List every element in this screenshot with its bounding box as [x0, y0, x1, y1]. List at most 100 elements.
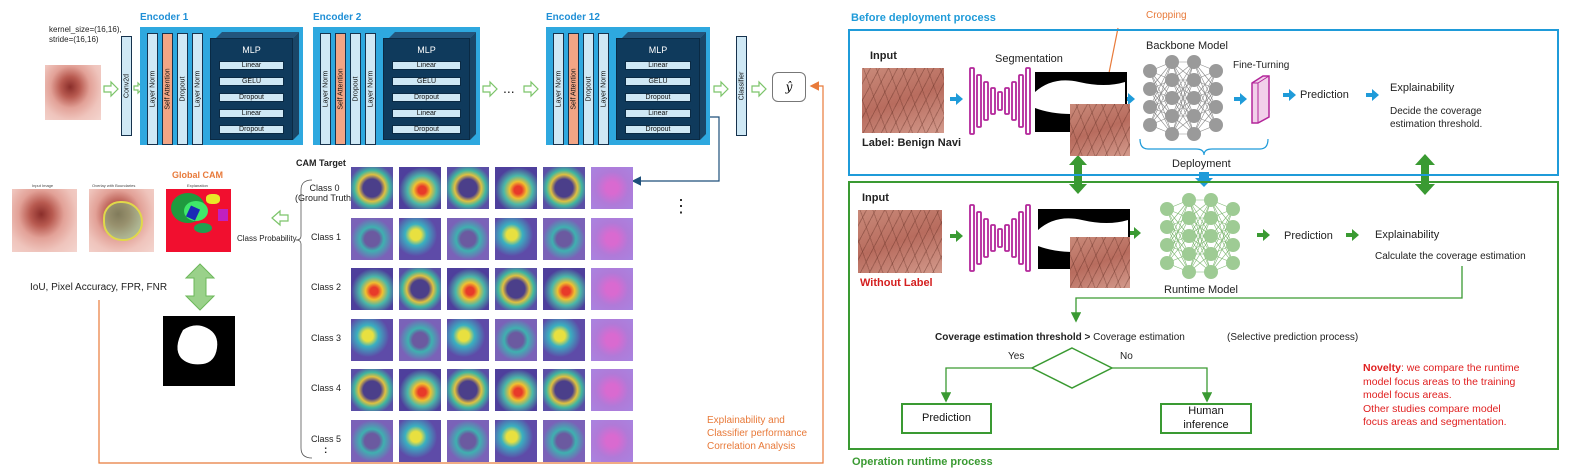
cam-heatmap-tile	[543, 420, 585, 462]
selective-label: (Selective prediction process)	[1227, 332, 1359, 343]
neuron-node	[1165, 109, 1179, 123]
cam-heatmap-tile	[495, 268, 537, 310]
cam-heatmap-tile	[591, 420, 633, 462]
panel-title-input: Input Image	[32, 183, 54, 188]
cam-heatmap-tile	[543, 369, 585, 411]
yhat-label: ŷ	[785, 80, 793, 94]
backbone-label: Backbone Model	[1146, 40, 1228, 52]
segmentation-label: Segmentation	[995, 53, 1063, 65]
cam-heatmap-tile	[447, 319, 489, 361]
before-crop-image	[1070, 104, 1130, 156]
conv-params: kernel_size=(16,16), stride=(16,16)	[49, 25, 122, 44]
green-arrow	[950, 230, 963, 242]
neuron-node	[1165, 91, 1179, 105]
cam-class-label: Class 3	[311, 333, 342, 343]
runtime-explainability: Explainability	[1375, 229, 1440, 241]
cam-heatmap-tile	[351, 369, 393, 411]
cam-heatmap-tile	[591, 319, 633, 361]
cam-heatmap-tile	[399, 369, 441, 411]
neuron-node	[1187, 109, 1201, 123]
seg-layer	[990, 224, 996, 252]
self-attention-layer: Self Attention	[568, 33, 579, 145]
blue-arrow	[1122, 93, 1135, 105]
neuron-node	[1160, 220, 1174, 234]
no-branch	[1112, 367, 1213, 403]
neuron-node	[1209, 100, 1223, 114]
runtime-input-label: Input	[862, 192, 889, 204]
cam-class-label: Class 2	[311, 282, 342, 292]
neuron-node	[1204, 229, 1218, 243]
panel-title-overlay: Overlay with Boundaries	[92, 183, 136, 188]
encoder-title: Encoder 2	[313, 12, 362, 23]
encoder-block: Layer Norm Self Attention Dropout Layer Nor…	[140, 27, 303, 145]
seg-layer	[1018, 74, 1024, 128]
cam-heatmap-tile	[591, 218, 633, 260]
cam-heatmap-tile	[351, 167, 393, 209]
layer-norm-layer: Layer Norm	[598, 33, 609, 145]
blue-arrow	[1283, 89, 1296, 101]
finetune-layer	[1251, 75, 1270, 124]
encoder-ellipsis: ...	[503, 80, 515, 96]
layer-norm-layer: Layer Norm	[320, 33, 331, 145]
neuron-node	[1143, 64, 1157, 78]
cam-heatmap-tile	[447, 167, 489, 209]
prediction-output-box: Prediction	[901, 403, 992, 434]
before-prediction: Prediction	[1300, 89, 1349, 101]
seg-layer	[983, 81, 989, 121]
cam-heatmap-tile	[543, 268, 585, 310]
seg-layer	[976, 211, 982, 265]
green-arrow	[1128, 227, 1141, 239]
neuron-node	[1187, 91, 1201, 105]
seg-layer	[983, 218, 989, 258]
cam-heatmap-tile	[591, 268, 633, 310]
flow-arrow	[751, 80, 767, 98]
mlp-row: Dropout	[219, 125, 284, 134]
neuron-node	[1226, 220, 1240, 234]
runtime-model-label: Runtime Model	[1164, 284, 1238, 296]
layer-norm-layer: Layer Norm	[192, 33, 203, 145]
cam-heatmap-tile	[495, 319, 537, 361]
decision-diamond	[1030, 347, 1114, 389]
deployment-label: Deployment	[1172, 158, 1231, 170]
flow-arrow	[271, 209, 289, 227]
cam-heatmap-tile	[447, 420, 489, 462]
mlp-block: MLP Linear GELU Dropout Linear Dropout	[210, 38, 293, 140]
cropping-label: Cropping	[1146, 10, 1187, 21]
seg-layer	[969, 204, 975, 272]
cam-heatmap-tile	[447, 369, 489, 411]
output-yhat-box: ŷ	[772, 72, 806, 102]
neuron-node	[1204, 247, 1218, 261]
cam-class-label: Class 5	[311, 434, 342, 444]
neuron-node	[1226, 202, 1240, 216]
flow-arrow	[103, 80, 119, 98]
flow-arrow	[523, 80, 539, 98]
neuron-node	[1182, 229, 1196, 243]
neuron-node	[1160, 238, 1174, 252]
seg-layer	[1011, 81, 1017, 121]
neuron-node	[1182, 193, 1196, 207]
neuron-node	[1160, 256, 1174, 270]
finetuning-label: Fine-Turning	[1233, 60, 1290, 71]
mlp-row: Linear	[392, 109, 461, 118]
dropout-layer: Dropout	[350, 33, 361, 145]
correlation-label: Explainability and Classifier performanc…	[707, 415, 808, 452]
layer-norm-layer: Layer Norm	[147, 33, 158, 145]
before-input-label: Input	[870, 50, 897, 62]
panel-title-explanation: Explanation	[187, 183, 208, 188]
seg-layer	[1004, 87, 1010, 115]
cam-heatmap-tile	[399, 268, 441, 310]
neuron-node	[1182, 247, 1196, 261]
cam-class-label: Class 1	[311, 232, 342, 242]
blue-arrow	[950, 93, 963, 105]
green-arrow	[1346, 229, 1359, 241]
cam-heatmap-tile	[591, 167, 633, 209]
cam-heatmap-tile	[351, 319, 393, 361]
cam-heatmap-tile	[399, 420, 441, 462]
mlp-row: GELU	[625, 77, 691, 86]
neuron-node	[1165, 73, 1179, 87]
neuron-node	[1226, 256, 1240, 270]
neuron-node	[1226, 238, 1240, 252]
cam-heatmap-tile	[543, 218, 585, 260]
mlp-row: Dropout	[219, 93, 284, 102]
